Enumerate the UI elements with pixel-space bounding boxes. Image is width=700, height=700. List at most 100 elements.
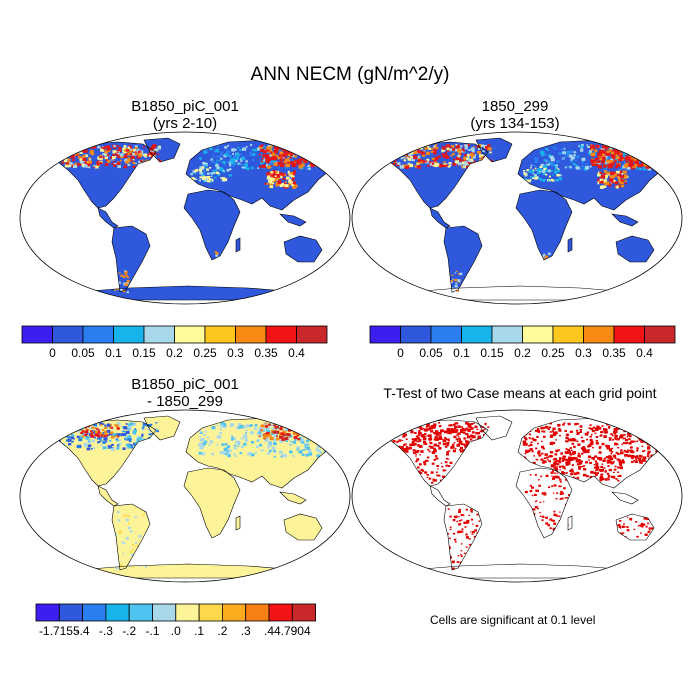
colorbar-swatch	[522, 325, 554, 344]
colorbar-tick-label: .4	[264, 624, 274, 638]
panel-title-top-left: B1850_piC_001 (yrs 2-10)	[22, 98, 348, 132]
colorbar-tick-label: 0	[49, 346, 56, 360]
colorbar-tick-label: 0	[397, 346, 404, 360]
landmass-southAmerica	[112, 504, 150, 570]
colorbar-diff: -1.7155-.4 -.3 -.2 -.1 .0 .1 .2 .3 .4 4.7904	[35, 603, 316, 638]
significance-note: Cells are significant at 0.1 level	[430, 613, 596, 627]
colorbar-swatch	[400, 325, 432, 344]
colorbar-swatch	[430, 325, 462, 344]
colorbar-swatch	[491, 325, 523, 344]
colorbar-swatch	[583, 325, 615, 344]
panel-title-line2: - 1850_299	[147, 393, 223, 410]
landmass-northAmerica	[390, 420, 488, 486]
colorbar-top-right: 0 0.05 0.1 0.15 0.2 0.25 0.3 0.35 0.4	[369, 325, 676, 360]
colorbar-tick-label: 0.35	[602, 346, 626, 360]
map-top-left	[19, 131, 351, 305]
colorbar-tick-label: 0.3	[227, 346, 244, 360]
landmass-australia	[284, 514, 322, 540]
colorbar-tick-label: 0.25	[193, 346, 217, 360]
colorbar-tick-label: 0.1	[105, 346, 122, 360]
landmass-antarctica	[410, 564, 632, 578]
colorbar-tick-label: .1	[194, 624, 204, 638]
colorbar-swatch	[221, 603, 247, 622]
landmass-greenland	[476, 416, 512, 440]
panel-title-line2: (yrs 134-153)	[470, 115, 560, 132]
colorbar-swatch	[152, 603, 177, 622]
panel-title-line1: B1850_piC_001	[131, 98, 239, 115]
landmass-antarctica	[78, 286, 300, 300]
landmass-madagascar	[236, 516, 240, 530]
landmass-australia	[616, 236, 654, 262]
colorbar-tick-label: 0.2	[514, 346, 531, 360]
colorbar-swatch	[58, 603, 83, 622]
colorbar-swatch	[644, 325, 676, 344]
colorbar-swatch	[143, 325, 175, 344]
landmass-islands	[612, 214, 638, 226]
panel-title-bottom-left: B1850_piC_001 - 1850_299	[22, 376, 348, 410]
landmass-islands	[280, 492, 306, 504]
landmass-africa	[184, 468, 240, 538]
landmass-africa	[184, 190, 240, 260]
colorbar-tick-label: -.2	[122, 624, 136, 638]
map-bottom-left	[19, 409, 351, 583]
colorbar-swatch	[35, 603, 60, 622]
map-border	[351, 409, 683, 583]
colorbar-swatch	[552, 325, 584, 344]
colorbar-tick-label: .0	[171, 624, 181, 638]
landmass-islands	[280, 214, 306, 226]
colorbar-swatch	[268, 603, 293, 622]
colorbar-swatch	[204, 325, 236, 344]
colorbar-tick-label: 0.05	[71, 346, 95, 360]
map-border	[19, 131, 351, 305]
colorbar-swatch	[175, 603, 200, 622]
figure-title: ANN NECM (gN/m^2/y)	[250, 64, 450, 85]
landmass-islands	[612, 492, 638, 504]
colorbar-top-left: 0 0.05 0.1 0.15 0.2 0.25 0.3 0.35 0.4	[21, 325, 328, 360]
colorbar-swatch	[198, 603, 223, 622]
colorbar-tick-label: 0.3	[575, 346, 592, 360]
landmass-australia	[284, 236, 322, 262]
colorbar-swatch	[113, 325, 145, 344]
map-top-right	[351, 131, 683, 305]
colorbar-swatch	[105, 603, 130, 622]
colorbar-swatch	[461, 325, 493, 344]
landmass-greenland	[476, 138, 512, 162]
colorbar-swatch	[174, 325, 206, 344]
landmass-antarctica	[410, 286, 632, 300]
panel-title-top-right: 1850_299 (yrs 134-153)	[352, 98, 678, 132]
colorbar-tick-label: -.4	[76, 624, 90, 638]
colorbar-tick-label: 0.25	[541, 346, 565, 360]
map-bottom-right	[351, 409, 683, 583]
landmass-africa	[516, 190, 572, 260]
colorbar-swatch	[369, 325, 401, 344]
panel-title-line2: (yrs 2-10)	[152, 115, 218, 132]
colorbar-tick-label: 0.1	[453, 346, 470, 360]
panel-title-line1: T-Test of two Case means at each grid po…	[383, 385, 657, 401]
panel-title-line1: B1850_piC_001	[131, 376, 239, 393]
landmass-greenland	[144, 416, 180, 440]
colorbar-tick-label: 0.15	[480, 346, 504, 360]
colorbar-swatch	[82, 603, 107, 622]
panel-title-bottom-right: T-Test of two Case means at each grid po…	[345, 385, 695, 402]
colorbar-swatch	[52, 325, 84, 344]
landmass-madagascar	[568, 516, 572, 530]
colorbar-tick-label: 0.35	[254, 346, 278, 360]
colorbar-swatch	[235, 325, 267, 344]
colorbar-tick-label: 4.7904	[274, 624, 311, 638]
colorbar-tick-label: -.1	[145, 624, 159, 638]
colorbar-tick-label: -.3	[99, 624, 113, 638]
colorbar-swatch	[245, 603, 270, 622]
landmass-madagascar	[568, 238, 572, 252]
colorbar-tick-label: -1.7155	[39, 624, 80, 638]
colorbar-swatch	[82, 325, 114, 344]
panel-title-line1: 1850_299	[481, 98, 549, 115]
colorbar-tick-label: 0.4	[288, 346, 305, 360]
colorbar-tick-label: .3	[241, 624, 251, 638]
landmass-greenland	[144, 138, 180, 162]
colorbar-tick-label: 0.4	[636, 346, 653, 360]
colorbar-tick-label: 0.15	[132, 346, 156, 360]
colorbar-tick-label: .2	[217, 624, 227, 638]
colorbar-swatch	[613, 325, 645, 344]
colorbar-swatch	[291, 603, 316, 622]
colorbar-swatch	[296, 325, 328, 344]
